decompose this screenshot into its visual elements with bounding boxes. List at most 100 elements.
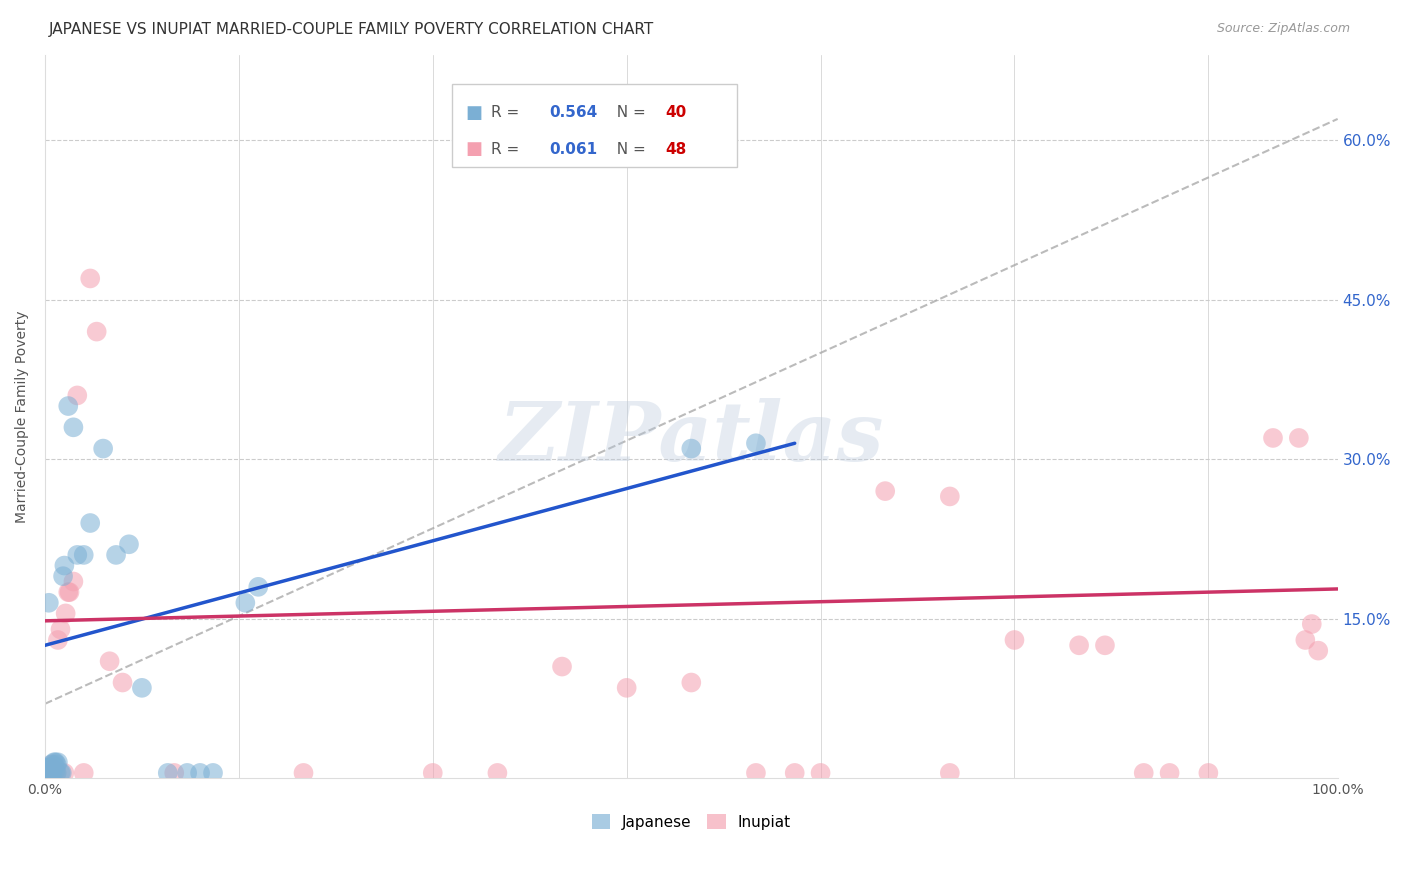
Text: 0.061: 0.061: [550, 142, 598, 157]
Text: R =: R =: [491, 142, 524, 157]
Point: [41, 761, 63, 775]
Point: [35, 765, 58, 780]
Point: [616, 681, 638, 695]
Point: [79, 271, 101, 285]
Point: [745, 436, 768, 450]
Point: [45, 765, 67, 780]
Point: [44, 765, 66, 780]
Text: N =: N =: [607, 142, 651, 157]
Point: [1301, 617, 1323, 632]
Text: ■: ■: [465, 140, 482, 158]
Point: [91, 442, 114, 456]
Point: [38, 761, 60, 775]
Point: [51, 765, 73, 780]
Point: [105, 548, 128, 562]
Point: [42, 757, 65, 772]
Point: [1294, 632, 1316, 647]
Point: [44, 764, 66, 778]
Point: [1069, 638, 1091, 652]
Point: [38, 765, 60, 780]
Point: [810, 765, 832, 780]
Point: [62, 574, 84, 589]
Point: [875, 484, 897, 499]
Point: [45, 757, 67, 772]
Point: [86, 325, 108, 339]
Point: [53, 765, 76, 780]
Point: [58, 399, 80, 413]
Point: [73, 548, 96, 562]
Point: [98, 654, 121, 668]
Point: [176, 765, 198, 780]
Point: [1094, 638, 1116, 652]
Point: [1159, 765, 1181, 780]
Point: [46, 756, 69, 770]
Point: [1132, 765, 1154, 780]
Point: [46, 632, 69, 647]
Point: [42, 765, 65, 780]
Point: [156, 765, 179, 780]
Text: 40: 40: [665, 105, 686, 120]
Point: [939, 765, 962, 780]
Point: [681, 675, 703, 690]
Point: [41, 757, 63, 772]
Point: [44, 761, 66, 775]
Point: [66, 548, 89, 562]
Point: [62, 420, 84, 434]
Text: ZIPatlas: ZIPatlas: [499, 399, 884, 478]
Point: [39, 761, 62, 775]
Point: [37, 761, 59, 775]
Point: [783, 765, 806, 780]
Point: [42, 761, 65, 775]
Point: [42, 756, 65, 770]
Point: [163, 765, 186, 780]
Point: [66, 388, 89, 402]
Point: [55, 607, 77, 621]
Text: JAPANESE VS INUPIAT MARRIED-COUPLE FAMILY POVERTY CORRELATION CHART: JAPANESE VS INUPIAT MARRIED-COUPLE FAMIL…: [49, 22, 654, 37]
Point: [38, 765, 60, 780]
Text: N =: N =: [607, 105, 651, 120]
Text: R =: R =: [491, 105, 524, 120]
Point: [49, 765, 72, 780]
Point: [188, 765, 211, 780]
Point: [551, 659, 574, 673]
Text: 48: 48: [665, 142, 686, 157]
Point: [1261, 431, 1284, 445]
Point: [39, 765, 62, 780]
Point: [49, 623, 72, 637]
Point: [292, 765, 315, 780]
Point: [45, 765, 67, 780]
Point: [42, 765, 65, 780]
Point: [131, 681, 153, 695]
Point: [1004, 632, 1026, 647]
Y-axis label: Married-Couple Family Poverty: Married-Couple Family Poverty: [15, 310, 30, 523]
Point: [422, 765, 444, 780]
Point: [111, 675, 134, 690]
FancyBboxPatch shape: [453, 84, 737, 167]
Point: [58, 585, 80, 599]
Point: [1308, 643, 1330, 657]
Point: [745, 765, 768, 780]
Point: [247, 580, 270, 594]
Point: [1197, 765, 1219, 780]
Point: [42, 765, 65, 780]
Point: [1288, 431, 1310, 445]
Point: [42, 758, 65, 772]
Point: [38, 596, 60, 610]
Point: [44, 756, 66, 770]
Text: ■: ■: [465, 104, 482, 122]
Point: [939, 490, 962, 504]
Point: [202, 765, 225, 780]
Point: [486, 765, 509, 780]
Point: [41, 765, 63, 780]
Point: [53, 558, 76, 573]
Point: [79, 516, 101, 530]
Point: [37, 765, 59, 780]
Point: [681, 442, 703, 456]
Point: [39, 765, 62, 780]
Point: [58, 585, 80, 599]
Point: [52, 569, 75, 583]
Point: [118, 537, 141, 551]
Point: [73, 765, 96, 780]
Text: 0.564: 0.564: [550, 105, 598, 120]
Legend: Japanese, Inupiat: Japanese, Inupiat: [586, 807, 797, 836]
